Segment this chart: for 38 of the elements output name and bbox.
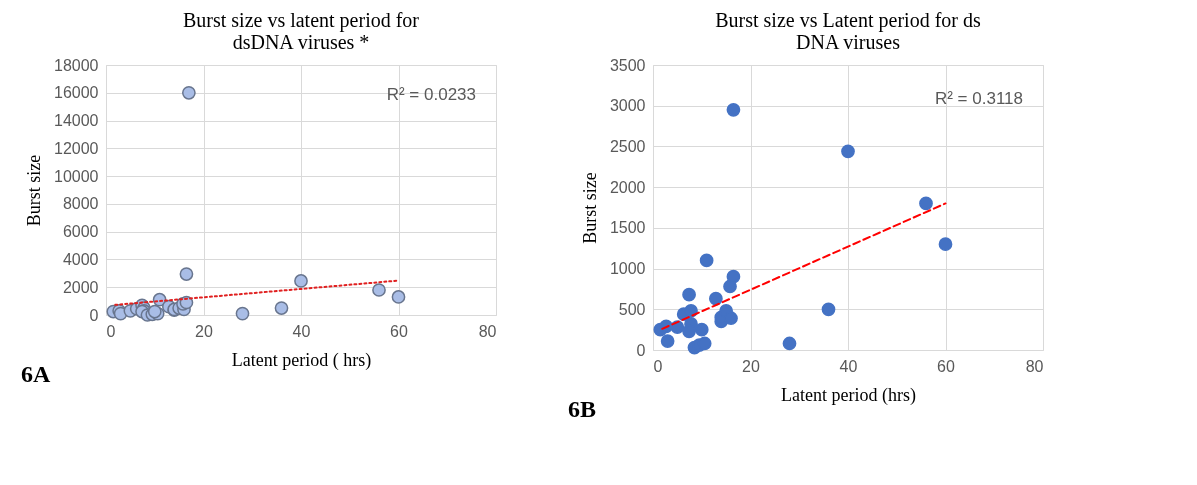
x-axis-title: Latent period ( hrs)	[231, 349, 372, 371]
y-tick-label: 12000	[54, 139, 99, 157]
text: 6B	[568, 396, 597, 422]
y-tick-label: 0	[636, 341, 646, 359]
y-tick-label: 4000	[62, 250, 99, 268]
y-tick-label: 6000	[62, 223, 99, 241]
annotation: R² = 0.0233	[386, 85, 476, 104]
x-tick-label: 60	[937, 357, 955, 375]
y-tick-label: 16000	[54, 84, 99, 102]
x-tick-label: 80	[1025, 357, 1044, 375]
y-tick-label: 2500	[609, 137, 646, 155]
x-tick-label: 20	[195, 322, 213, 340]
y-tick-label: 14000	[54, 112, 99, 130]
x-tick-label: 80	[478, 322, 497, 340]
x-axis-title: Latent period (hrs)	[781, 384, 916, 406]
y-tick-label: 0	[89, 306, 99, 324]
y-tick-label: 500	[618, 300, 646, 318]
annotation: R² = 0.3118	[934, 89, 1023, 109]
y-axis-title: Burst size	[579, 172, 600, 244]
y-tick-label: 3000	[609, 97, 646, 115]
x-tick-label: 60	[390, 322, 408, 340]
y-axis-title: Burst size	[24, 154, 45, 227]
y-tick-label: 3500	[609, 56, 646, 74]
text: 6A	[21, 361, 51, 387]
chart-title: Burst size vs latent period for dsDNA viruses *	[182, 9, 420, 53]
x-tick-label: 40	[839, 357, 858, 375]
chart-title: Burst size vs Latent period for ds DNA viruses	[715, 9, 981, 53]
x-tick-label: 0	[653, 357, 663, 375]
x-tick-label: 40	[292, 322, 311, 340]
y-tick-label: 10000	[54, 167, 99, 185]
x-tick-label: 0	[106, 322, 116, 340]
y-tick-label: 2000	[609, 178, 646, 196]
x-tick-label: 20	[742, 357, 760, 375]
y-tick-label: 1500	[609, 219, 646, 237]
y-tick-label: 18000	[54, 56, 99, 74]
y-tick-label: 2000	[62, 278, 99, 296]
y-tick-label: 8000	[62, 195, 99, 213]
y-tick-label: 1000	[609, 260, 646, 278]
